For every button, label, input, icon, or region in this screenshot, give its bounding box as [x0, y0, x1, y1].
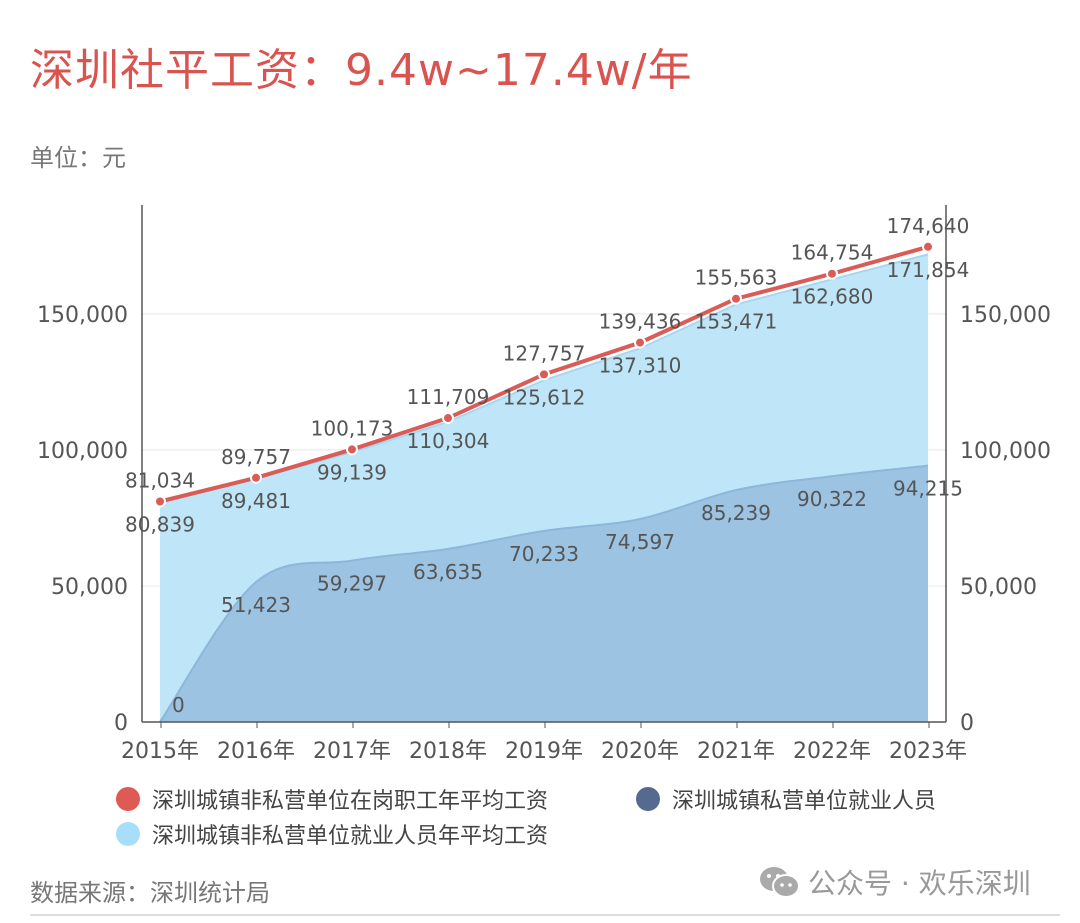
legend-dot-icon: [636, 787, 660, 811]
y-tick-label: 100,000: [37, 439, 128, 464]
data-label-light: 125,612: [503, 385, 586, 409]
unit-label: 单位：元: [30, 144, 126, 172]
data-point: [730, 292, 742, 305]
legend-label: 深圳城镇私营单位就业人员: [672, 789, 937, 814]
data-source: 数据来源：深圳统计局: [30, 879, 270, 907]
y-tick-label: 150,000: [37, 303, 128, 328]
y-tick-label: 0: [114, 711, 128, 736]
data-label-dark: 94,215: [893, 477, 963, 501]
data-label-dark: 70,233: [509, 542, 579, 566]
data-point: [826, 267, 838, 280]
watermark: 公众号 · 欢乐深圳: [758, 862, 1031, 902]
data-label-red: 89,757: [221, 445, 291, 469]
data-label-light: 137,310: [599, 354, 682, 378]
watermark-text: 公众号 · 欢乐深圳: [808, 867, 1031, 900]
data-point: [442, 412, 454, 425]
right-y-tick-label: 0: [960, 711, 974, 736]
data-point: [922, 240, 934, 253]
data-label-dark: 63,635: [413, 560, 483, 584]
data-label-red: 164,754: [791, 241, 874, 265]
x-tick-label: 2017年: [313, 739, 391, 764]
data-label-red: 100,173: [311, 416, 394, 440]
y-tick-label: 50,000: [51, 575, 128, 600]
data-label-light: 89,481: [221, 489, 291, 513]
data-label-light: 99,139: [317, 460, 387, 484]
data-label-dark: 0: [172, 693, 185, 717]
right-y-tick-label: 100,000: [960, 439, 1051, 464]
x-tick-label: 2022年: [793, 739, 871, 764]
x-tick-label: 2021年: [697, 739, 775, 764]
data-label-red: 127,757: [503, 341, 586, 365]
data-label-light: 80,839: [125, 513, 195, 537]
data-label-light: 162,680: [791, 285, 874, 309]
data-point: [538, 368, 550, 381]
x-tick-label: 2016年: [217, 739, 295, 764]
data-label-dark: 85,239: [701, 501, 771, 525]
data-point: [154, 495, 166, 508]
wechat-icon: [760, 867, 800, 898]
x-tick-label: 2018年: [409, 739, 487, 764]
legend-item-light[interactable]: 深圳城镇非私营单位就业人员年平均工资: [116, 818, 548, 850]
legend-label: 深圳城镇非私营单位在岗职工年平均工资: [152, 789, 549, 814]
chart: 0 0 50,000 50,000 100,000 100,000 150,000 150,0…: [37, 205, 1051, 764]
x-tick-label: 2015年: [121, 739, 199, 764]
x-tick-label: 2019年: [505, 739, 583, 764]
data-label-red: 174,640: [887, 214, 970, 238]
data-label-light: 110,304: [407, 429, 490, 453]
area-dark-line: [159, 464, 929, 723]
right-y-tick-label: 50,000: [960, 575, 1037, 600]
data-point: [634, 336, 646, 349]
data-label-red: 155,563: [695, 266, 778, 290]
data-label-dark: 51,423: [221, 593, 291, 617]
x-tick-label: 2020年: [601, 739, 679, 764]
right-y-tick-label: 150,000: [960, 303, 1051, 328]
data-label-light: 153,471: [695, 310, 778, 334]
legend-item-dark[interactable]: 深圳城镇私营单位就业人员: [636, 783, 936, 815]
data-label-red: 139,436: [599, 310, 682, 334]
data-point: [346, 443, 358, 456]
x-tick-label: 2023年: [889, 739, 967, 764]
page-title: 深圳社平工资：9.4w~17.4w/年: [30, 45, 693, 96]
data-label-dark: 90,322: [797, 487, 867, 511]
area-dark: [160, 465, 928, 722]
data-label-dark: 74,597: [605, 530, 675, 554]
data-label-light: 171,854: [887, 258, 970, 282]
data-point: [250, 471, 262, 484]
data-label-dark: 59,297: [317, 572, 387, 596]
data-label-red: 81,034: [125, 469, 195, 493]
legend-item-red[interactable]: 深圳城镇非私营单位在岗职工年平均工资: [116, 783, 548, 815]
legend-dot-icon: [116, 822, 140, 846]
data-label-red: 111,709: [407, 385, 490, 409]
divider: [30, 914, 1060, 916]
legend-dot-icon: [116, 787, 140, 811]
legend-label: 深圳城镇非私营单位就业人员年平均工资: [152, 824, 549, 849]
